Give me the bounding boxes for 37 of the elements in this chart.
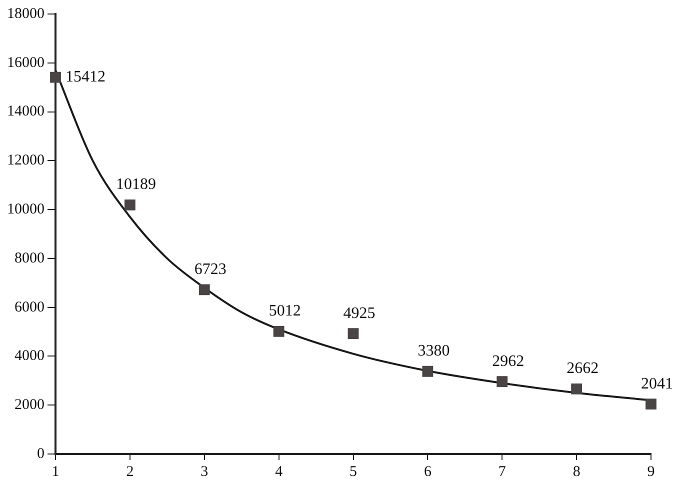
x-tick-label: 3 [200,464,208,480]
point [348,328,359,340]
x-tick-label: 7 [498,464,506,480]
x-tick-label: 9 [647,464,655,480]
point [646,398,656,410]
data-label: 10189 [116,176,156,194]
data-label: 4925 [343,304,376,322]
data-label: 2962 [492,352,524,370]
x-tick-label: 4 [275,464,284,480]
y-tick-label: 16000 [7,54,44,71]
y-tick-label: 8000 [14,250,44,266]
point [273,326,284,337]
y-tick-label: 2000 [14,397,44,414]
point [571,383,582,394]
x-tick-label: 8 [572,464,580,480]
x-tick-label: 1 [52,464,60,480]
x-tick-label: 5 [350,464,357,480]
point [50,72,61,83]
point [124,199,136,210]
data-label: 15412 [66,68,106,86]
y-tick-label: 12000 [7,152,44,169]
point [198,284,210,296]
y-tick-label: 18000 [7,6,44,22]
data-label: 6723 [194,260,226,278]
y-tick-label: 6000 [14,299,44,316]
data-label: 5012 [268,302,301,320]
point [496,376,508,388]
point [422,366,434,377]
data-label: 3380 [418,342,450,360]
y-tick-label: 10000 [7,201,44,218]
data-label: 2041 [641,375,673,392]
y-tick-label: 0 [37,446,44,462]
x-tick-label: 6 [424,464,432,480]
y-tick-label: 4000 [14,348,44,364]
y-tick-label: 14000 [7,104,44,120]
x-tick-label: 2 [126,464,134,480]
data-label: 2662 [566,360,599,378]
